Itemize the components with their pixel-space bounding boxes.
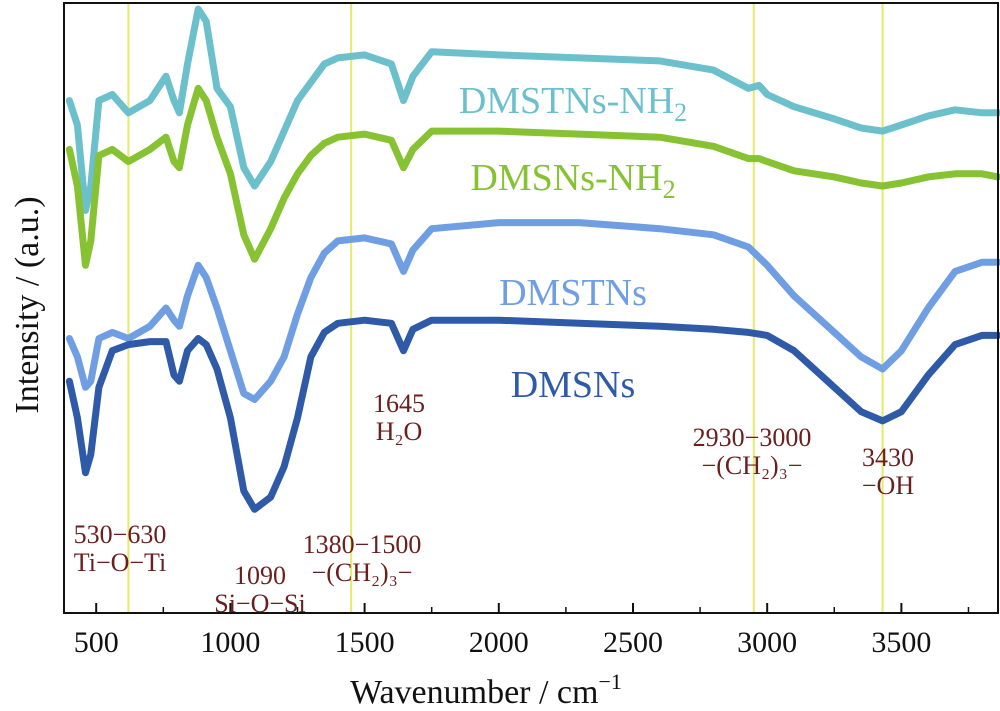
x-tick-label-3000: 3000 — [737, 626, 797, 659]
curve-dmsns — [65, 316, 1000, 513]
series-label-dmstns: DMSTNs — [499, 272, 647, 314]
x-tick-label-2000: 2000 — [469, 626, 529, 659]
series-label-dmsns-nh2: DMSNs-NH2 — [470, 157, 675, 204]
x-tick-label-1000: 1000 — [200, 626, 260, 659]
anno-1645: 1645 H₂O — [373, 389, 425, 446]
curve-dmstns-nh2 — [65, 5, 1000, 214]
anno-1380-1500: 1380−1500 −(CH₂)₃− — [303, 530, 422, 587]
series-label-dmstns-nh2: DMSTNs-NH2 — [459, 80, 687, 127]
x-tick-label-500: 500 — [74, 626, 119, 659]
plot-frame — [63, 2, 999, 614]
curve-dmstns — [65, 219, 1000, 403]
x-tick-label-1500: 1500 — [335, 626, 395, 659]
x-axis-title-sup: −1 — [598, 669, 621, 694]
curve-dmsns-nh2 — [65, 84, 1000, 269]
series-labels: DMSTNs-NH2 DMSNs-NH2 DMSTNs DMSNs — [459, 80, 687, 406]
series-label-dmsns: DMSNs — [511, 364, 636, 406]
anno-3430: 3430 −OH — [862, 443, 914, 500]
anno-2930-3000: 2930−3000 −(CH₂)₃− — [693, 423, 812, 480]
anno-1090: 1090 Si−O−Si — [214, 561, 305, 618]
x-axis-title: Wavenumber / cm−1 — [350, 669, 622, 711]
x-axis-title-main: Wavenumber / cm — [350, 674, 598, 711]
anno-530-630: 530−630 Ti−O−Ti — [74, 520, 167, 577]
x-axis-ticks: 500 1000 1500 2000 2500 3000 3500 — [74, 603, 970, 659]
guide-lines — [127, 3, 884, 613]
x-tick-label-3500: 3500 — [871, 626, 931, 659]
y-axis-title: Intensity / (a.u.) — [9, 196, 46, 413]
spectra-curves — [65, 5, 1000, 513]
x-tick-label-2500: 2500 — [603, 626, 663, 659]
